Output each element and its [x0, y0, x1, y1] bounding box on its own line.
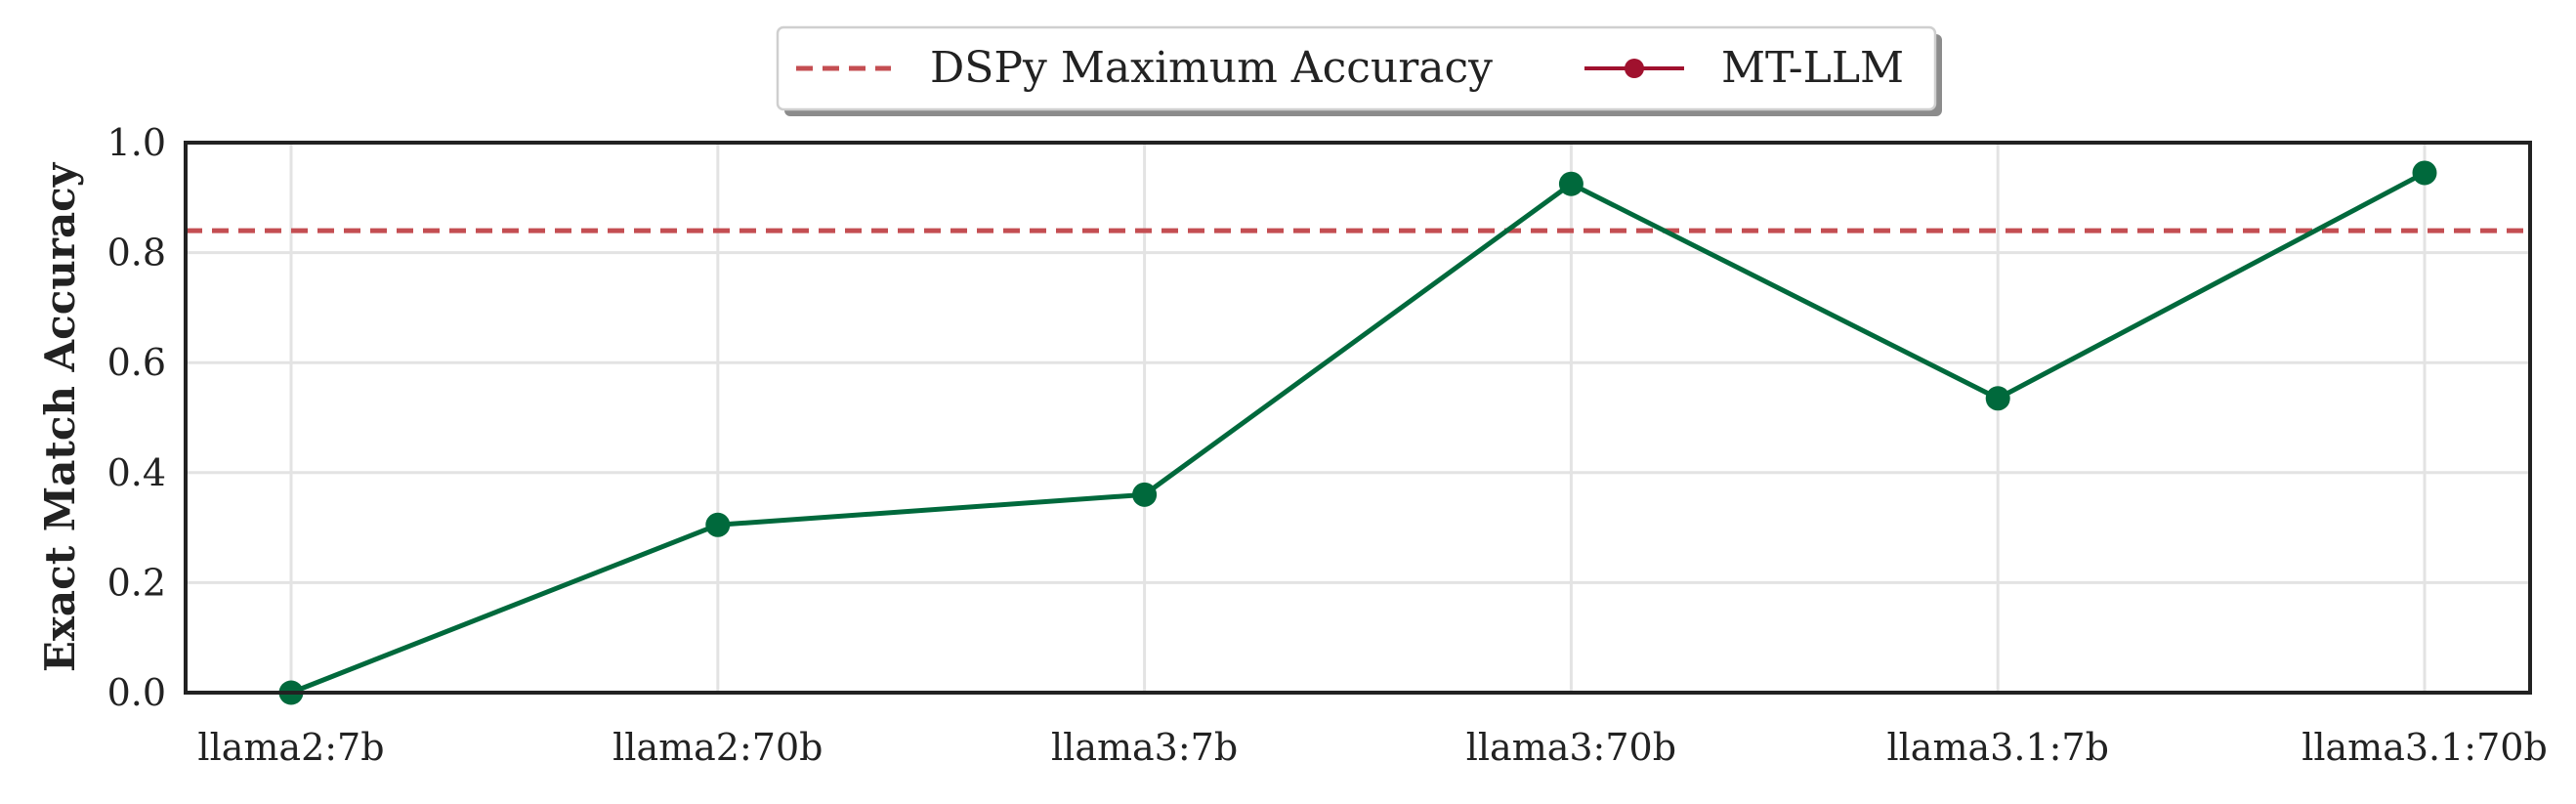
- plot-frame: [184, 141, 2532, 695]
- x-tick-label: llama2:70b: [612, 726, 823, 769]
- legend-label-mtllm: MT-LLM: [1721, 43, 1904, 93]
- data-point-llama2-70b: [705, 512, 731, 537]
- x-tick-label: llama3.1:70b: [2302, 726, 2548, 769]
- data-point-llama3-1-70b: [2412, 160, 2437, 186]
- legend-box: [776, 25, 1937, 111]
- y-tick-label: 0.6: [107, 341, 166, 384]
- data-point-llama3-1-7b: [1985, 386, 2010, 411]
- x-tick-label: llama3:70b: [1466, 726, 1676, 769]
- x-tick-label: llama3:7b: [1051, 726, 1238, 769]
- y-axis-label: Exact Match Accuracy: [36, 161, 84, 672]
- data-point-llama3-70b: [1558, 171, 1584, 196]
- y-tick-label: 0.0: [107, 671, 166, 714]
- legend-label-dspy: DSPy Maximum Accuracy: [930, 43, 1493, 93]
- y-tick-label: 0.8: [107, 232, 166, 275]
- y-tick-label: 0.4: [107, 451, 166, 494]
- x-tick-label: llama3.1:7b: [1887, 726, 2109, 769]
- legend-swatch-mtllm-marker: [1625, 59, 1644, 78]
- y-tick-label: 1.0: [107, 121, 166, 164]
- data-point-llama3-7b: [1132, 482, 1158, 507]
- tick-labels: 0.0 0.2 0.4 0.6 0.8 1.0 llama2:7b llama2:70b lla…: [107, 121, 2548, 769]
- y-tick-label: 0.2: [107, 561, 166, 604]
- legend: DSPy Maximum Accuracy MT-LLM: [776, 25, 1942, 116]
- series-line-mtllm: [290, 170, 2427, 696]
- x-tick-label: llama2:7b: [197, 726, 384, 769]
